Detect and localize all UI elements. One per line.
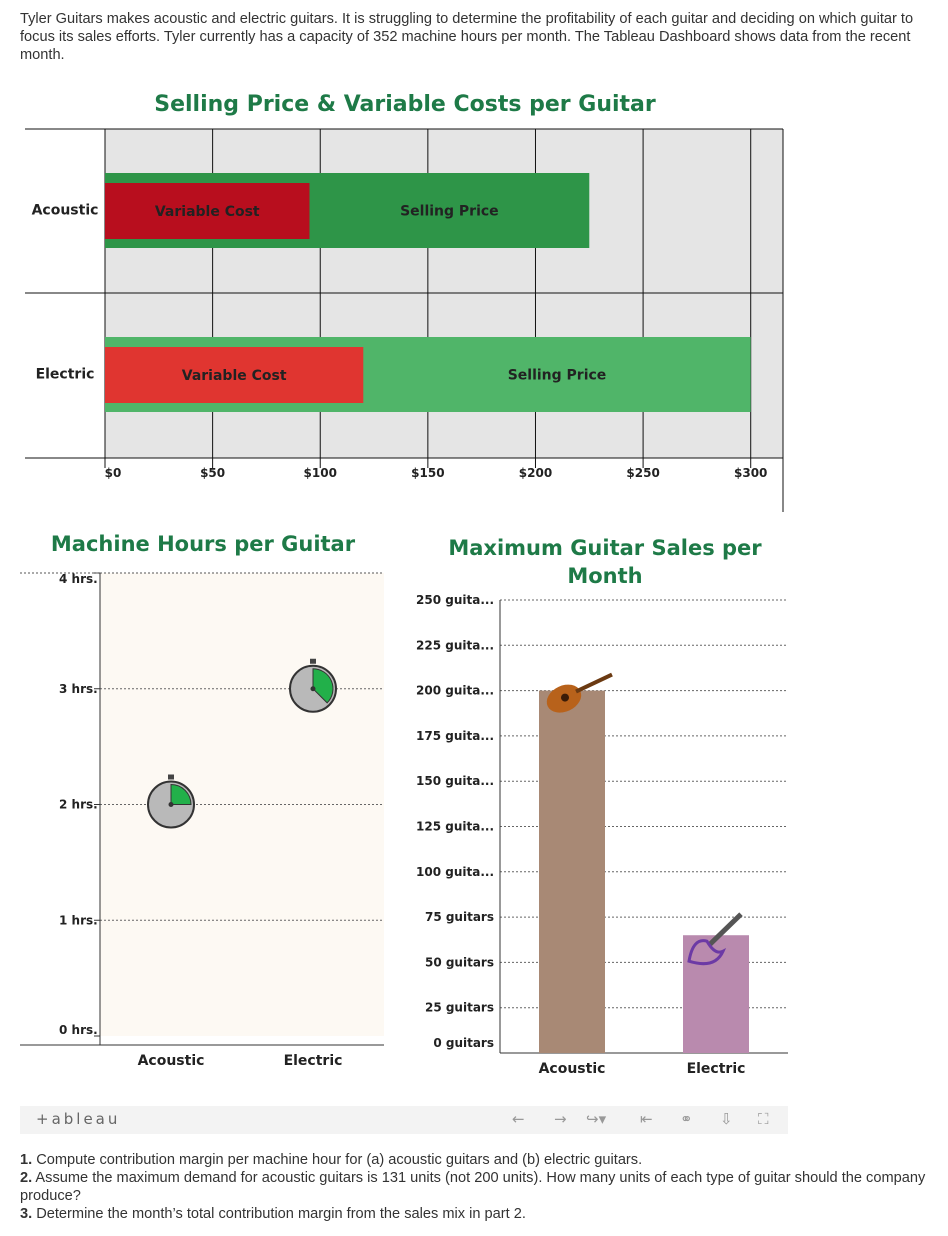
y-tick-label: 225 guita... (416, 638, 494, 652)
chart2-title: Machine Hours per Guitar (50, 532, 356, 556)
y-tick-label: 0 hrs. (59, 1023, 98, 1037)
variable-cost-bar (105, 347, 364, 403)
category-label: Electric (36, 367, 95, 383)
y-tick-label: 25 guitars (425, 1001, 494, 1015)
chart1-title: Selling Price & Variable Costs per Guita… (154, 92, 656, 117)
x-tick-label: $150 (411, 466, 444, 480)
chart3-title: Maximum Guitar Sales per Month (448, 536, 762, 588)
download-icon[interactable]: ⇩ (720, 1110, 733, 1128)
sales-bar (539, 690, 605, 1053)
variable-cost-label: Variable Cost (182, 368, 287, 384)
x-category-label: Electric (284, 1053, 343, 1069)
y-tick-label: 4 hrs. (59, 572, 98, 586)
question-3: 3. Determine the month’s total contribut… (20, 1206, 526, 1222)
selling-price-label: Selling Price (400, 204, 499, 220)
y-tick-label: 75 guitars (425, 910, 494, 924)
y-tick-label: 200 guita... (416, 684, 494, 698)
acoustic-guitar-neck (575, 672, 613, 694)
x-tick-label: $50 (200, 466, 225, 480)
y-tick-label: 150 guita... (416, 774, 494, 788)
x-tick-label: $0 (105, 466, 122, 480)
y-tick-label: 3 hrs. (59, 682, 98, 696)
y-tick-label: 2 hrs. (59, 798, 98, 812)
max-sales-chart: 0 guitars 25 guitars 50 guitars 75 guitars 1… (416, 593, 788, 1077)
y-tick-label: 250 guita... (416, 593, 494, 607)
y-tick-label: 175 guita... (416, 729, 494, 743)
price-cost-chart: $0 $50 $100 $150 $200 $250 $300 Variable Cost Se… (25, 128, 784, 512)
variable-cost-label: Variable Cost (155, 204, 260, 220)
y-tick-label: 50 guitars (425, 955, 494, 969)
category-label: Acoustic (32, 203, 99, 219)
sales-bar (683, 935, 749, 1053)
y-tick-label: 125 guita... (416, 820, 494, 834)
stopwatch-fill (312, 668, 334, 704)
fullscreen-icon[interactable]: ⛶ (758, 1110, 769, 1128)
selling-price-label: Selling Price (508, 368, 607, 384)
tableau-logo: +ableau (36, 1110, 121, 1128)
electric-guitar-icon (687, 939, 727, 966)
questions: 1. Compute contribution margin per machi… (20, 1151, 935, 1223)
machine-hours-chart: 0 hrs. 1 hrs. 2 hrs. 3 hrs. 4 hrs. Acoustic El… (20, 572, 384, 1069)
question-2: 2. Assume the maximum demand for acousti… (20, 1170, 926, 1204)
x-category-label: Electric (687, 1061, 746, 1077)
reset-icon[interactable]: ⇤ (640, 1110, 653, 1128)
stopwatch-crown (310, 658, 316, 664)
x-tick-label: $300 (734, 466, 767, 480)
y-tick-label: 1 hrs. (59, 913, 98, 927)
intro-text: Tyler Guitars makes acoustic and electri… (20, 11, 914, 63)
undo-icon[interactable]: ← (512, 1110, 525, 1128)
tableau-toolbar: +ableau ← → ↪▾ ⇤ ⚭ ⇩ ⛶ (20, 1106, 788, 1134)
y-tick-label: 0 guitars (433, 1036, 494, 1050)
stopwatch-crown (168, 774, 174, 780)
x-tick-label: $200 (519, 466, 552, 480)
x-category-label: Acoustic (138, 1053, 205, 1069)
revert-icon[interactable]: ↪▾ (586, 1110, 607, 1128)
redo-icon[interactable]: → (554, 1110, 567, 1128)
electric-guitar-neck (707, 912, 743, 948)
stopwatch-center (168, 802, 174, 807)
y-tick-label: 100 guita... (416, 865, 494, 879)
variable-cost-bar (105, 183, 310, 239)
share-icon[interactable]: ⚭ (680, 1110, 693, 1128)
stopwatch-fill (170, 783, 192, 805)
stopwatch-center (310, 686, 316, 692)
acoustic-guitar-soundhole (561, 693, 569, 702)
x-tick-label: $250 (626, 466, 659, 480)
question-1: 1. Compute contribution margin per machi… (20, 1152, 643, 1168)
x-tick-label: $100 (304, 466, 337, 480)
x-category-label: Acoustic (539, 1061, 606, 1077)
